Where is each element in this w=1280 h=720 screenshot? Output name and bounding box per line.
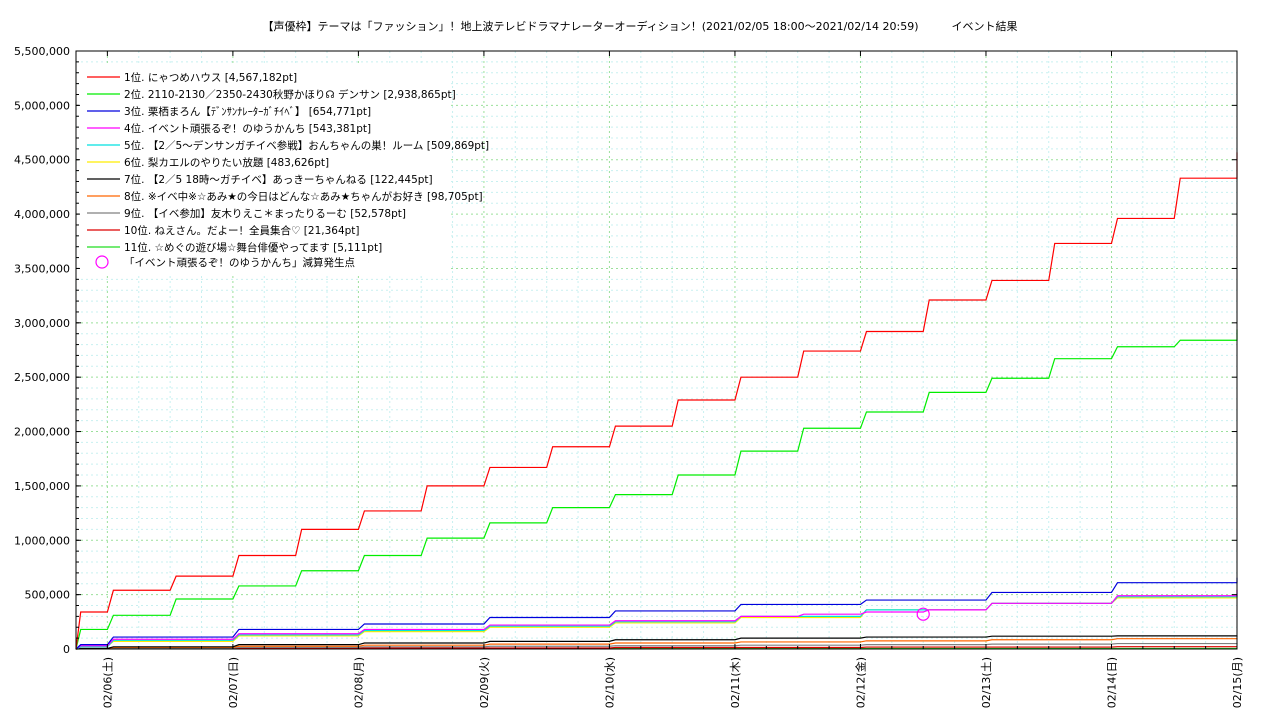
marker-layer [916,607,930,621]
series-line [75,329,1238,650]
x-tick-label: 02/07(日) [227,657,240,708]
y-tick-label: 500,000 [25,589,71,602]
x-tick-label: 02/15(月) [1231,657,1244,708]
legend-label: 「イベント頑張るぞ！のゆうかんち」減算発生点 [124,256,355,269]
series-line [75,635,1238,650]
y-tick-label: 3,500,000 [14,262,70,275]
x-tick-label: 02/06(土) [101,657,114,708]
legend-label: 11位. ☆めぐの遊び場☆舞台俳優やってます [5,111pt] [124,241,382,254]
axes: 0 500,000 1,000,000 1,500,000 2,000,000 2,500… [14,45,1244,708]
chart-title: 【声優枠】テーマは「ファッション」！地上波テレビドラマナレーターオーディション！… [262,20,1018,33]
y-tick-label: 0 [63,643,70,656]
x-tick-label: 02/14(日) [1105,657,1118,708]
y-tick-label: 3,000,000 [14,317,70,330]
plot-frame [75,50,1238,650]
legend-label: 4位. イベント頑張るぞ！のゆうかんち [543,381pt] [124,122,371,135]
grid-lines [76,50,1238,649]
x-tick-label: 02/11(木) [729,657,742,708]
y-tick-label: 1,500,000 [14,480,70,493]
y-tick-label: 1,000,000 [14,534,70,547]
y-tick-label: 4,500,000 [14,154,70,167]
series-line [75,152,1238,650]
legend-label: 1位. にゃつめハウス [4,567,182pt] [124,71,297,84]
x-tick-label: 02/08(月) [352,657,365,708]
x-tick-label: 02/10(水) [603,657,616,708]
legend-label: 3位. 栗栖まろん【ﾃﾞﾝｻﾝﾅﾚｰﾀｰｶﾞﾁｲﾍﾞ】 [654,771pt] [124,105,371,118]
series-line [75,577,1238,650]
legend-box [80,64,450,274]
y-tick-label: 2,000,000 [14,426,70,439]
legend-label: 6位. 梨カエルのやりたい放題 [483,626pt] [124,156,329,169]
decrement-marker [916,607,930,621]
legend-label: 2位. 2110-2130／2350-2430秋野かほり☊ デンサン [2,93… [124,88,456,101]
x-tick-label: 02/09(火) [478,657,491,708]
series-line [75,589,1238,650]
legend: 1位. にゃつめハウス [4,567,182pt] 2位. 2110-2130／2… [80,64,489,274]
y-tick-label: 2,500,000 [14,371,70,384]
legend-label: 8位. ※イベ中※☆あみ★の今日はどんな☆あみ★ちゃんがお好き [98,705p… [124,190,483,203]
series-line [75,596,1238,650]
legend-label: 7位. 【2／5 18時〜ガチイベ】あっきーちゃんねる [122,445pt] [124,173,433,186]
y-tick-label: 5,500,000 [14,45,70,58]
y-tick-label: 5,000,000 [14,99,70,112]
legend-label: 9位. 【イベ参加】友木りえこ＊まったりるーむ [52,578pt] [124,207,406,220]
x-tick-label: 02/12(金) [853,657,867,708]
legend-label: 5位. 【2／5〜デンサンガチイベ参戦】おんちゃんの巣！ルーム [509,869… [124,139,489,152]
y-tick-label: 4,000,000 [14,208,70,221]
legend-label: 10位. ねえさん。だよー！全員集合♡ [21,364pt] [124,224,360,237]
legend-marker [95,255,109,269]
x-tick-label: 02/13(土) [980,657,993,708]
